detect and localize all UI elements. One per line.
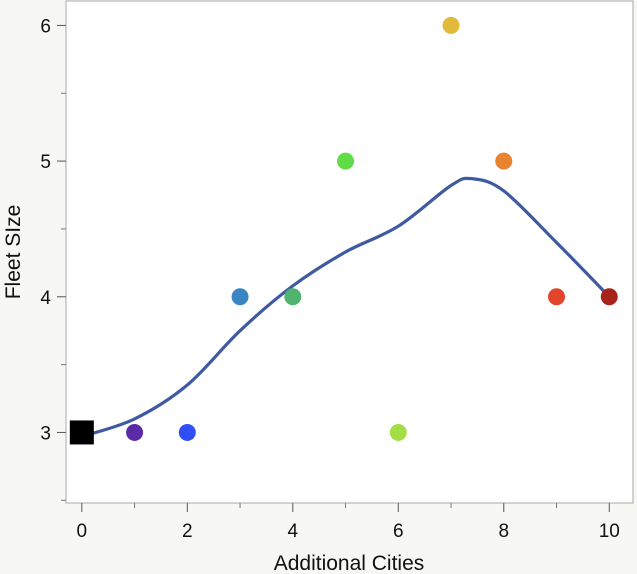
x-tick-label: 0 <box>77 521 88 542</box>
x-tick-label: 6 <box>393 521 404 542</box>
data-point <box>178 423 196 441</box>
y-tick-label: 3 <box>40 423 51 444</box>
data-point <box>495 152 513 170</box>
y-axis-title: Fleet SIze <box>2 205 25 300</box>
x-axis-title: Additional Cities <box>274 552 425 574</box>
x-tick-label: 8 <box>498 521 509 542</box>
data-series <box>69 16 618 445</box>
data-point <box>69 420 94 445</box>
y-tick-label: 6 <box>40 16 51 37</box>
x-tick-label: 2 <box>182 521 193 542</box>
y-axis: 3 4 5 6 <box>40 16 66 501</box>
data-point <box>337 152 355 170</box>
data-point <box>231 288 249 306</box>
x-axis: 0 2 4 6 8 10 <box>77 503 620 542</box>
data-point <box>284 288 302 306</box>
data-point <box>600 288 618 306</box>
smoother-line <box>80 176 611 439</box>
y-tick-label: 4 <box>40 288 51 309</box>
x-tick-label: 10 <box>599 521 620 542</box>
data-point <box>548 288 566 306</box>
x-tick-label: 4 <box>288 521 299 542</box>
plot-area <box>65 0 634 504</box>
data-point <box>126 423 144 441</box>
data-point <box>389 423 407 441</box>
data-point <box>442 16 460 34</box>
y-tick-label: 5 <box>40 152 51 173</box>
